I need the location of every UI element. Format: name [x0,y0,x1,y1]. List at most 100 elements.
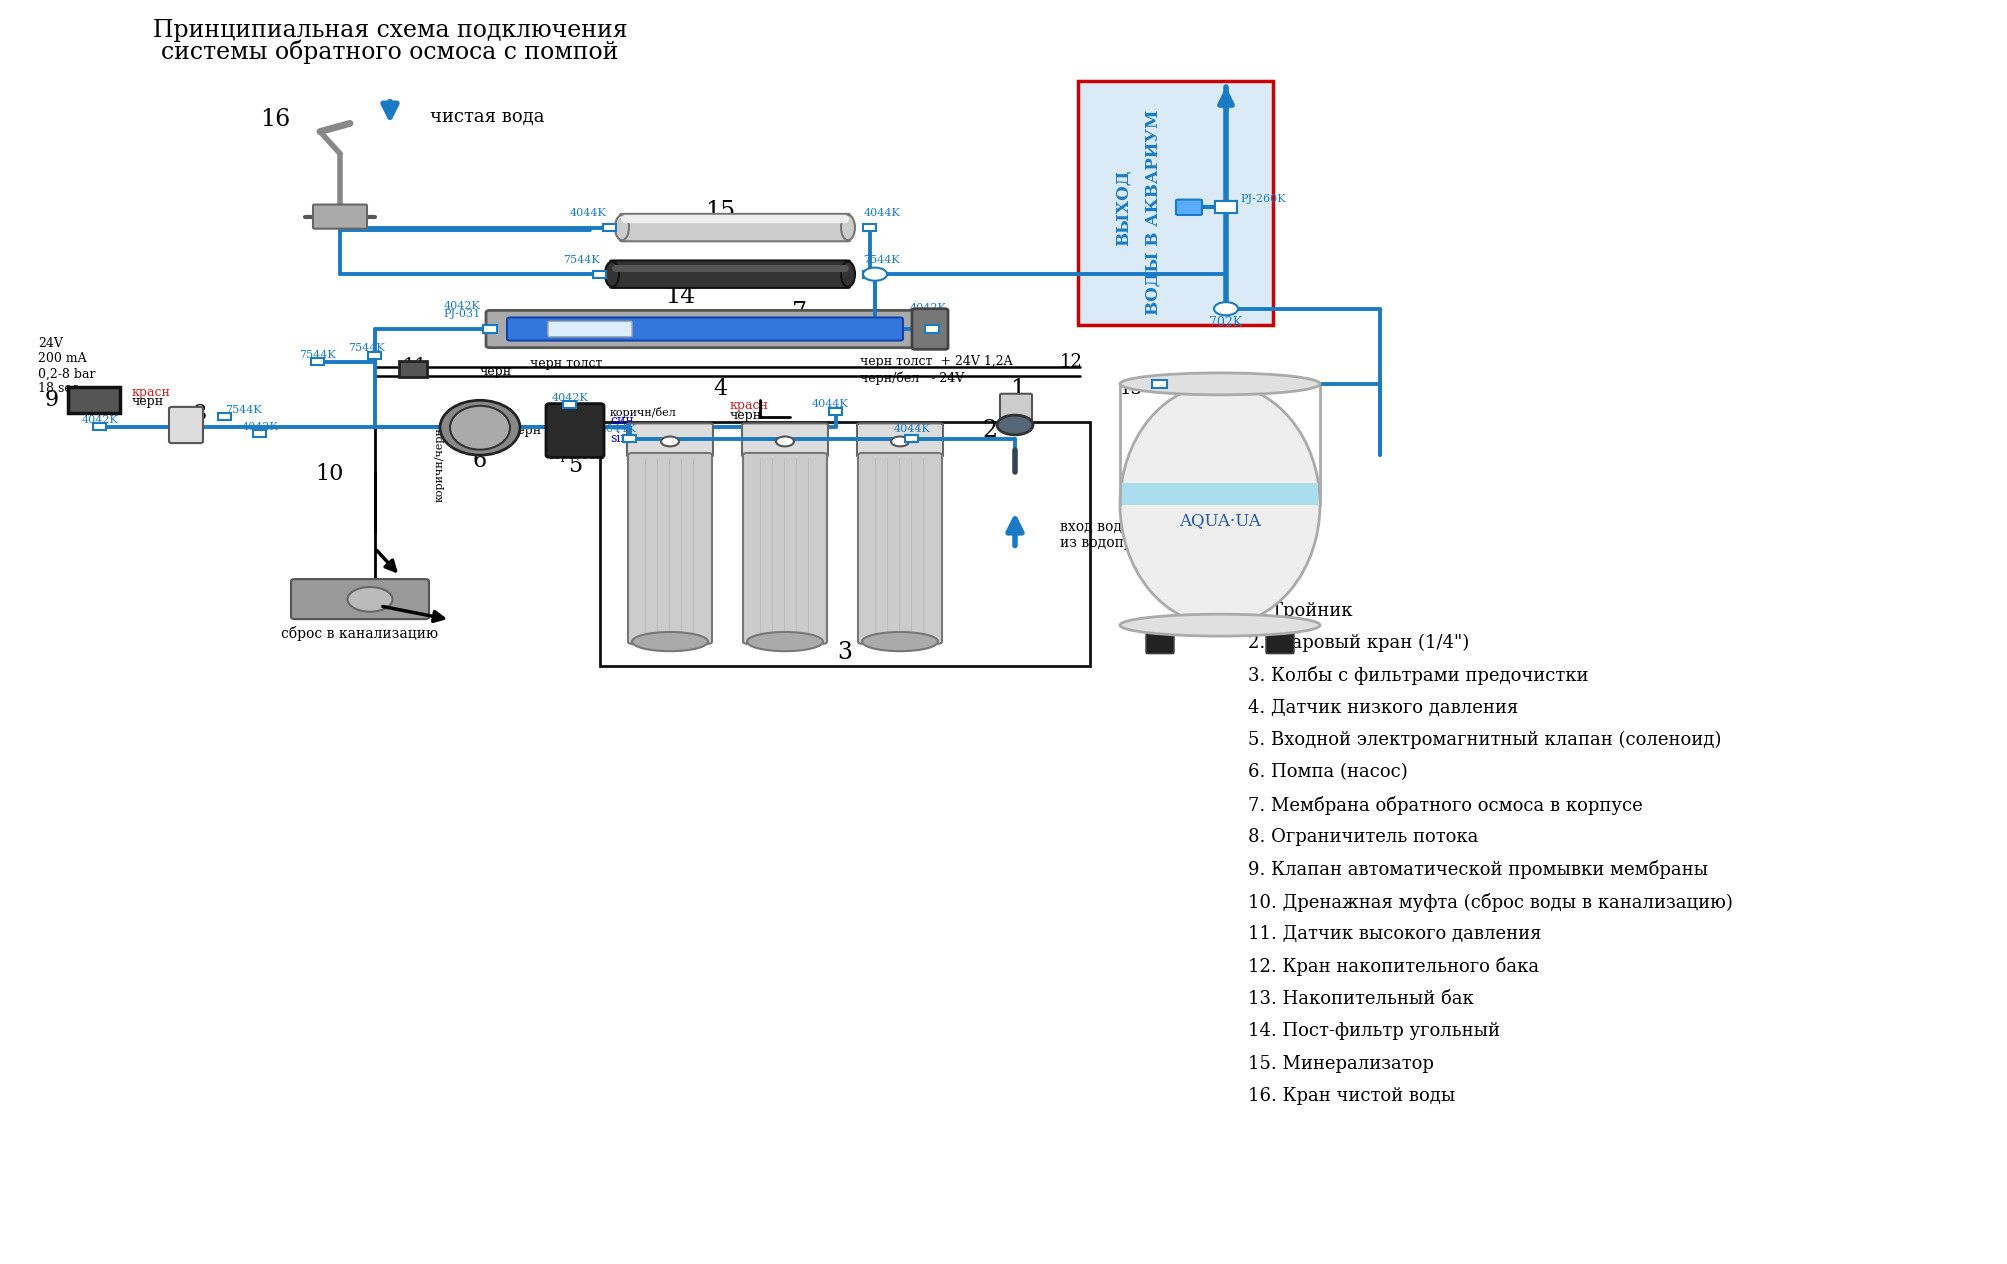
Ellipse shape [632,632,708,651]
Circle shape [891,436,909,446]
Text: 4044K: 4044K [811,398,849,408]
Bar [624,435,636,442]
Text: черн: черн [731,410,763,422]
Bar [600,422,1090,666]
Text: Принципиальная схема подключения: Принципиальная схема подключения [153,19,626,42]
Bar [863,270,877,278]
Text: PJ-260K: PJ-260K [1240,195,1284,204]
Text: 5: 5 [568,455,582,477]
Text: 4044K: 4044K [893,423,929,434]
Bar [311,359,325,365]
Text: 16. Кран чистой воды: 16. Кран чистой воды [1248,1087,1455,1105]
Text: вход воды
из водопровода: вход воды из водопровода [1060,520,1174,550]
Bar [369,351,381,359]
Ellipse shape [841,215,855,240]
Text: коричн/черн: коричн/черн [436,427,446,503]
Text: 8: 8 [193,403,207,425]
Bar [219,413,231,421]
Text: 7. Мембрана обратного осмоса в корпусе: 7. Мембрана обратного осмоса в корпусе [1248,795,1642,815]
Text: 24V
200 mA
0,2-8 bar
18 sec: 24V 200 mA 0,2-8 bar 18 sec [38,337,96,396]
Text: 7544K: 7544K [299,350,337,360]
Ellipse shape [1120,373,1319,394]
Text: 13: 13 [1120,380,1142,398]
FancyBboxPatch shape [486,311,923,348]
Ellipse shape [440,401,520,455]
Text: 4: 4 [712,378,727,401]
Text: 4. Датчик низкого давления: 4. Датчик низкого давления [1248,699,1517,717]
Circle shape [660,436,678,446]
FancyBboxPatch shape [999,393,1032,426]
Bar [594,270,606,278]
Text: 4042K: 4042K [82,415,118,425]
Ellipse shape [861,632,937,651]
Text: 9. Клапан автоматической промывки мембраны: 9. Клапан автоматической промывки мембра… [1248,861,1708,880]
Text: системы обратного осмоса с помпой: системы обратного осмоса с помпой [161,40,618,64]
FancyBboxPatch shape [620,214,849,241]
Text: 9: 9 [44,389,58,411]
Text: 10: 10 [315,464,343,485]
Text: 2. Шаровый кран (1/4"): 2. Шаровый кран (1/4") [1248,635,1469,652]
Text: красн: красн [132,386,171,398]
Text: 14: 14 [664,284,694,307]
Text: 4044K: 4044K [863,209,899,219]
Text: AQUA·UA: AQUA·UA [1178,512,1260,530]
Text: ВОДЫ В АКВАРИУМ: ВОДЫ В АКВАРИУМ [1144,110,1160,316]
Text: 7544K: 7544K [564,255,600,265]
Ellipse shape [450,406,510,450]
Text: 8. Ограничитель потока: 8. Ограничитель потока [1248,828,1477,846]
Bar [1152,379,1166,388]
Text: 12: 12 [1060,353,1082,370]
Text: 15. Минерализатор: 15. Минерализатор [1248,1054,1433,1073]
Text: 6. Помпа (насос): 6. Помпа (насос) [1248,763,1407,781]
Ellipse shape [347,586,391,612]
Text: черн/бел   - 24V: черн/бел - 24V [859,372,963,386]
Text: черн толст: черн толст [530,356,602,369]
Ellipse shape [604,262,618,287]
Text: 16: 16 [259,107,289,131]
Text: син: син [610,415,634,427]
Ellipse shape [614,215,628,240]
Text: 11: 11 [403,358,427,375]
FancyBboxPatch shape [626,423,712,456]
Text: 1: 1 [1010,378,1026,401]
FancyBboxPatch shape [169,407,203,444]
Text: 4042K: 4042K [241,422,279,431]
Text: 5. Входной электромагнитный клапан (соленоид): 5. Входной электромагнитный клапан (соле… [1248,731,1720,750]
Text: 14. Пост-фильтр угольный: 14. Пост-фильтр угольный [1248,1023,1499,1040]
Text: 7: 7 [793,301,807,324]
Text: 3: 3 [837,641,853,664]
Circle shape [863,268,887,281]
Text: черн толст  + 24V 1,2A: черн толст + 24V 1,2A [859,355,1012,368]
Bar [863,224,877,231]
Ellipse shape [1120,614,1319,636]
Bar [484,325,498,332]
Bar [604,224,616,231]
Text: чистая вода: чистая вода [429,107,544,126]
Text: ВЫХОД: ВЫХОД [1114,169,1130,245]
FancyBboxPatch shape [546,403,604,458]
Text: 3. Колбы с фильтрами предочистки: 3. Колбы с фильтрами предочистки [1248,666,1588,685]
Text: черн: черн [132,394,165,408]
FancyBboxPatch shape [291,579,429,619]
Ellipse shape [841,262,855,287]
Text: 4044K: 4044K [600,423,636,434]
Text: черн: черн [510,423,542,437]
Ellipse shape [1120,384,1319,626]
FancyBboxPatch shape [857,453,941,643]
Text: 702K: 702K [1208,316,1242,329]
Text: 15: 15 [704,200,735,222]
Text: 11. Датчик высокого давления: 11. Датчик высокого давления [1248,925,1541,943]
FancyBboxPatch shape [1176,200,1202,215]
Circle shape [775,436,793,446]
Bar [829,408,843,415]
FancyBboxPatch shape [68,387,120,413]
Text: 13. Накопительный бак: 13. Накопительный бак [1248,990,1473,1007]
Text: коричн/бел: коричн/бел [610,407,676,418]
Text: 7544K: 7544K [863,255,899,265]
FancyBboxPatch shape [313,205,367,229]
Text: 12. Кран накопительного бака: 12. Кран накопительного бака [1248,957,1537,977]
Text: красн: красн [731,399,769,412]
Text: сброс в канализацию: сброс в канализацию [281,626,438,641]
Bar [94,423,106,430]
Ellipse shape [747,632,823,651]
